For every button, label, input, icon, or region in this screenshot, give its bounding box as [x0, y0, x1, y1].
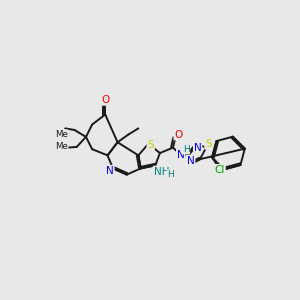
Text: N: N [177, 150, 184, 160]
Text: S: S [205, 139, 212, 149]
Text: Me: Me [55, 142, 68, 151]
Text: NH: NH [154, 167, 169, 176]
Text: N: N [194, 143, 202, 153]
Text: Cl: Cl [214, 165, 225, 175]
Text: Me: Me [55, 130, 68, 139]
Text: H: H [167, 170, 174, 179]
Text: O: O [174, 130, 182, 140]
Text: N: N [106, 166, 114, 176]
Text: N: N [187, 156, 195, 166]
Text: S: S [147, 140, 154, 150]
Text: H: H [183, 145, 190, 154]
Text: O: O [101, 95, 110, 105]
